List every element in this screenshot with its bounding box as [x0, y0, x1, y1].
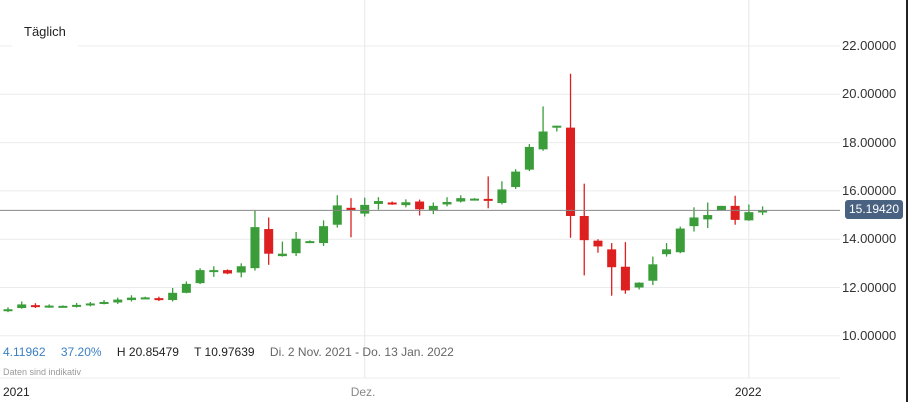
- y-tick-label: 20.00000: [842, 86, 897, 102]
- interval-tab-daily[interactable]: Täglich: [12, 16, 78, 47]
- candle: [291, 231, 301, 257]
- current-price-tag: 15.19420: [845, 200, 903, 219]
- y-tick-label: 16.00000: [842, 182, 897, 198]
- candle: [744, 204, 754, 221]
- candle: [17, 301, 27, 309]
- candle: [566, 73, 576, 238]
- candle: [113, 297, 123, 304]
- candle: [264, 217, 274, 265]
- y-tick-label: 14.00000: [842, 231, 897, 247]
- candle: [3, 307, 13, 313]
- candle: [250, 210, 260, 271]
- candle: [607, 243, 617, 296]
- candle: [360, 197, 370, 217]
- candle: [168, 287, 178, 302]
- candle: [209, 266, 219, 277]
- candle: [195, 268, 205, 285]
- candle: [140, 296, 150, 300]
- candle: [85, 301, 95, 307]
- candle: [675, 226, 685, 254]
- candle: [497, 181, 507, 205]
- stats-bar: 4.11962 37.20% H 20.85479 T 10.97639 Di.…: [3, 345, 466, 359]
- stat-low: T 10.97639: [194, 345, 255, 359]
- stat-change: 4.11962: [3, 345, 46, 359]
- x-tick-label: 2022: [734, 385, 762, 399]
- grid-lines: [0, 0, 840, 379]
- x-tick-label: Dez.: [350, 385, 376, 399]
- candle: [469, 198, 479, 201]
- candle: [236, 263, 246, 278]
- candle: [538, 106, 548, 151]
- candle: [223, 269, 233, 275]
- candle: [689, 207, 699, 232]
- candle: [154, 296, 164, 302]
- candle: [648, 256, 658, 286]
- candles: [3, 73, 768, 313]
- candle: [415, 199, 425, 216]
- candle: [456, 195, 466, 203]
- candle: [99, 300, 109, 305]
- candle: [126, 295, 136, 302]
- x-tick-label: 2021: [3, 385, 30, 399]
- right-border: [906, 0, 908, 402]
- y-tick-label: 22.00000: [842, 38, 897, 53]
- stat-date-range: Di. 2 Nov. 2021 - Do. 13 Jan. 2022: [269, 345, 454, 359]
- candle: [319, 220, 329, 246]
- candle: [387, 201, 397, 205]
- candle: [703, 202, 713, 229]
- candle: [579, 183, 589, 276]
- candle: [511, 169, 521, 189]
- stat-change-percent: 37.20%: [60, 345, 102, 359]
- candle: [524, 144, 534, 172]
- candle: [58, 305, 68, 308]
- candle: [483, 176, 493, 209]
- candle: [277, 241, 287, 257]
- candle: [634, 282, 644, 290]
- candle: [30, 303, 40, 309]
- candle: [305, 240, 315, 244]
- candle: [620, 242, 630, 294]
- disclaimer: Daten sind indikativ: [3, 367, 82, 377]
- candle: [662, 243, 672, 257]
- candle: [552, 125, 562, 132]
- candle: [72, 302, 82, 308]
- candle: [428, 202, 438, 215]
- y-tick-label: 10.00000: [842, 327, 897, 343]
- candle: [332, 195, 342, 228]
- y-tick-label: 12.00000: [842, 279, 897, 295]
- candle: [346, 198, 356, 238]
- candle: [442, 197, 452, 207]
- candle: [593, 239, 603, 253]
- candle: [401, 199, 411, 208]
- candle: [44, 304, 54, 308]
- candle: [373, 197, 383, 210]
- y-tick-label: 18.00000: [842, 134, 897, 150]
- candle: [181, 281, 191, 294]
- stat-high: H 20.85479: [116, 345, 179, 359]
